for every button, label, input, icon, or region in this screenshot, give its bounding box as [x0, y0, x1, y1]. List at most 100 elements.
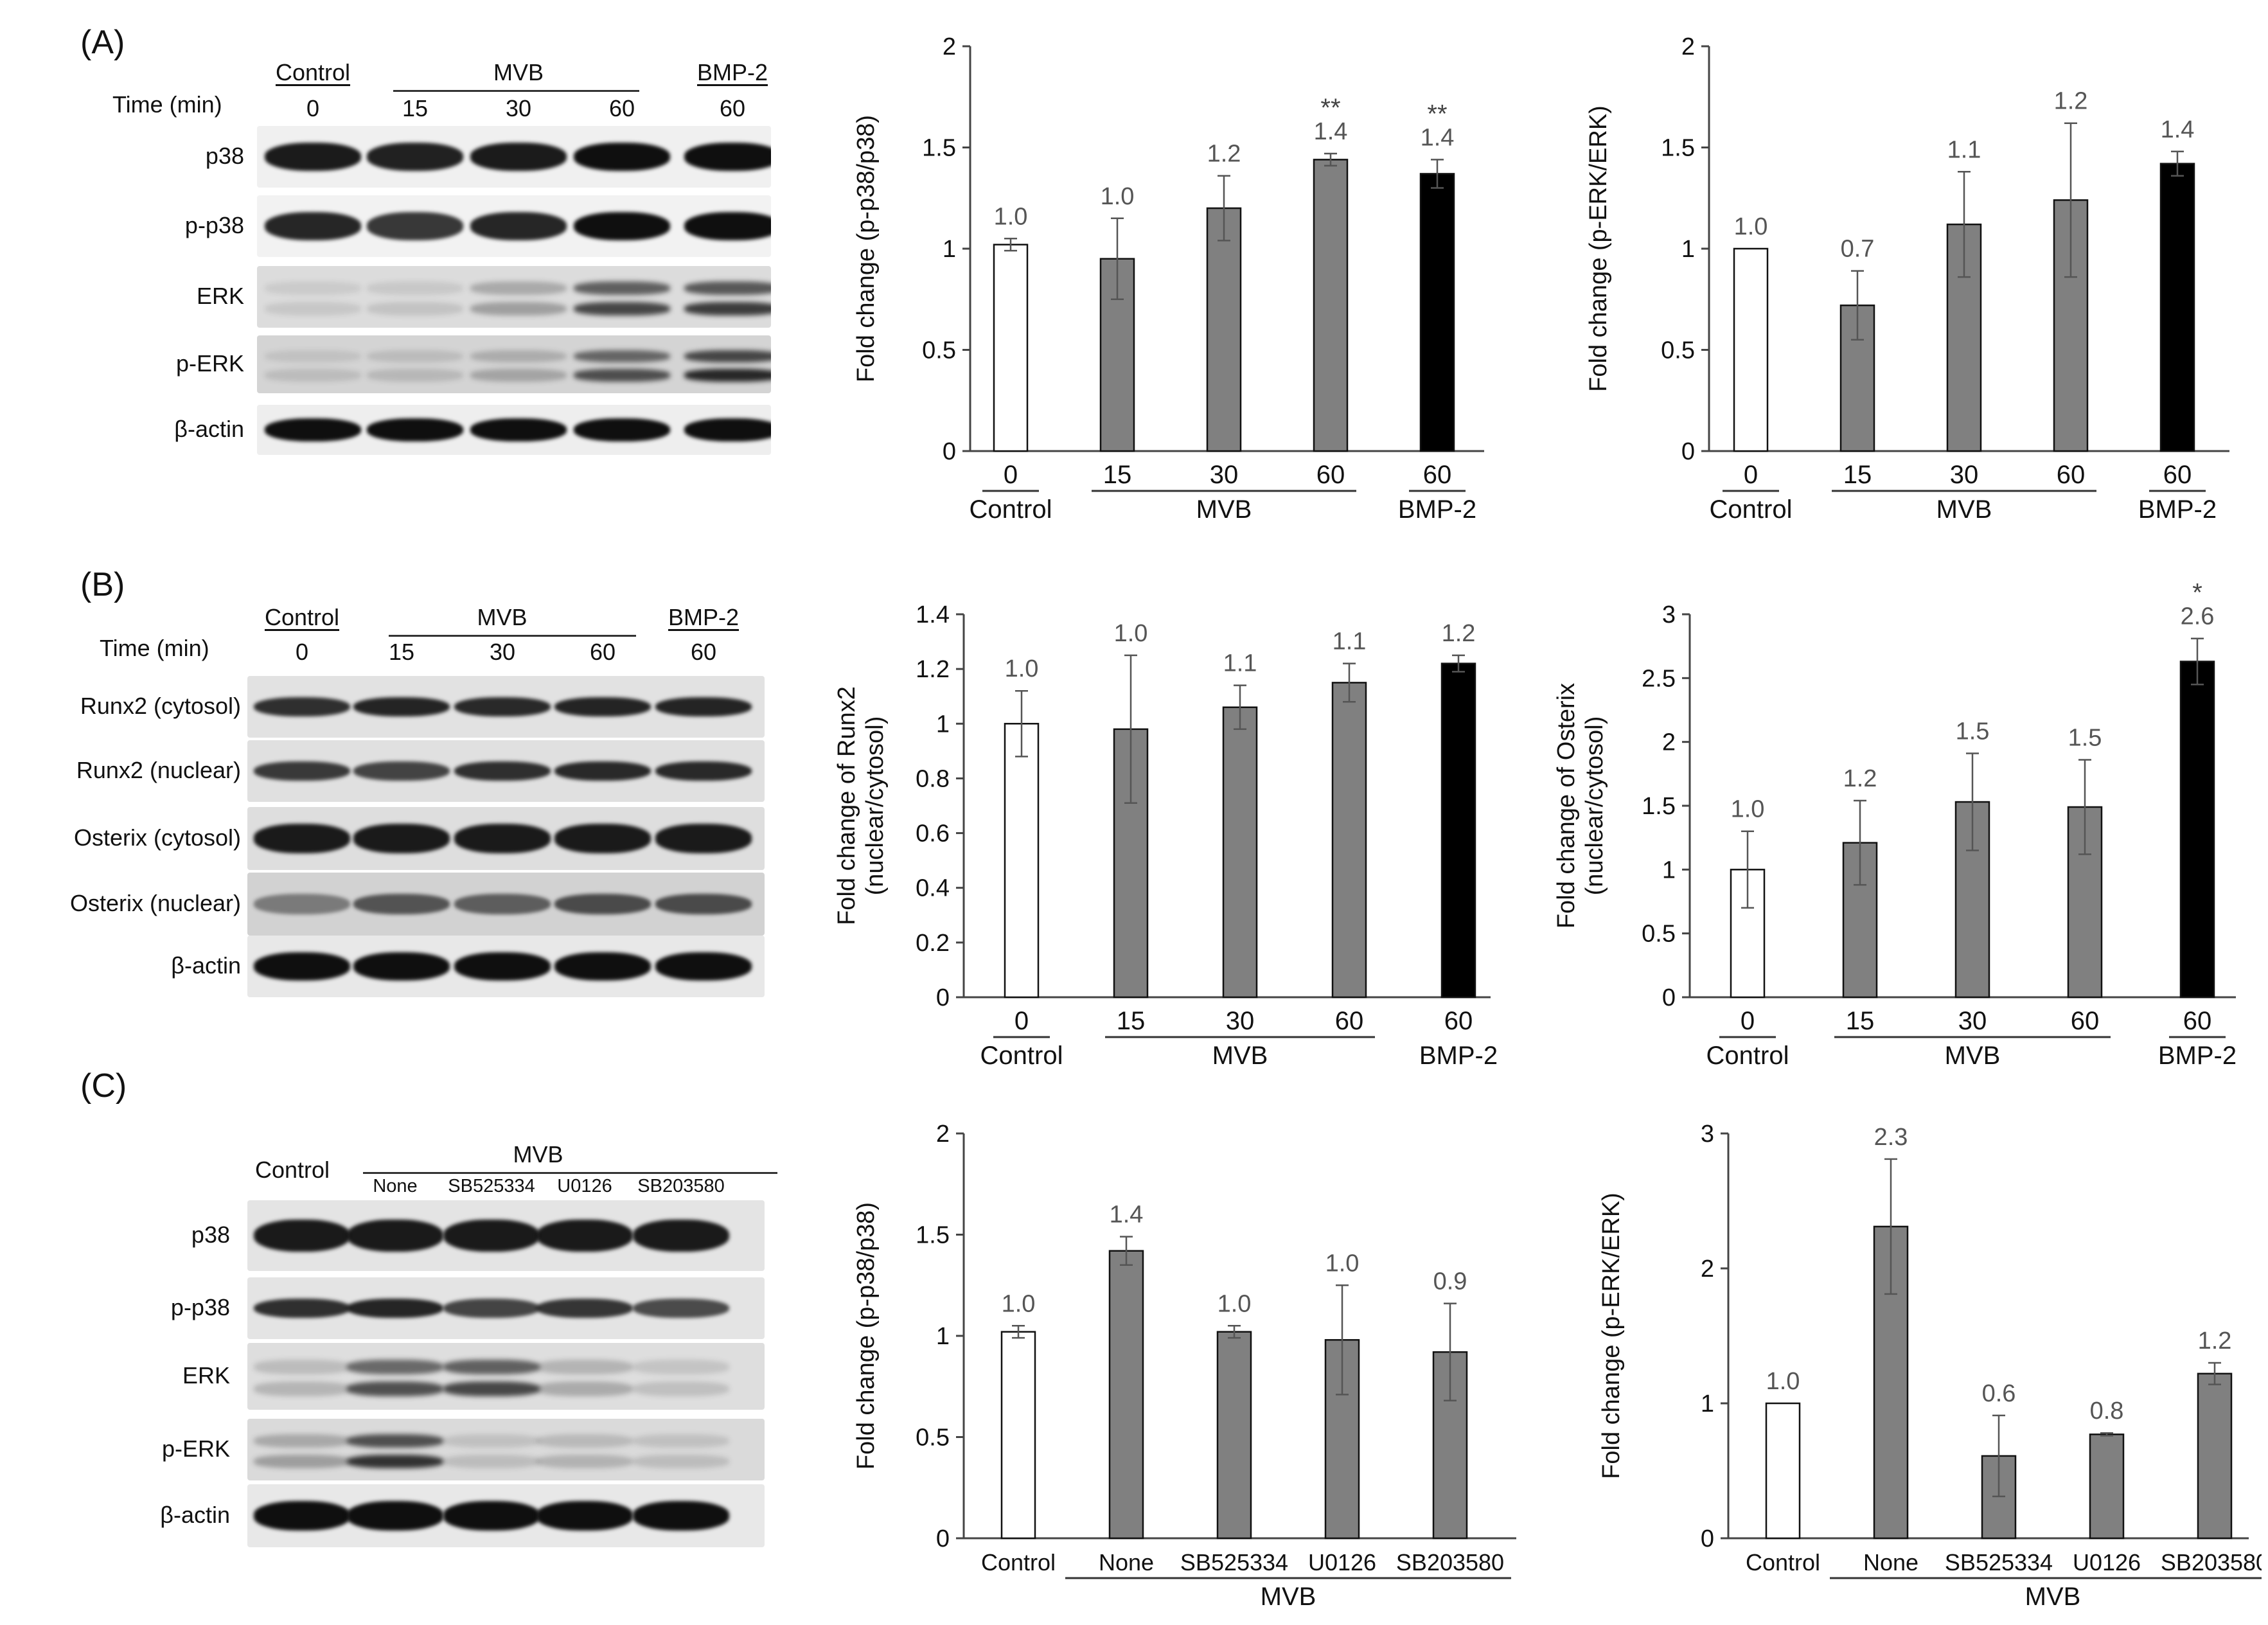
blot-band: [470, 350, 567, 363]
y-tick-label: 0.5: [922, 337, 956, 364]
x-category-label: U0126: [1308, 1549, 1376, 1576]
blot-strip: [257, 405, 771, 455]
blot-band: [353, 761, 450, 781]
x-category-label: 60: [2183, 1007, 2212, 1035]
x-group-label: BMP-2: [2158, 1042, 2237, 1070]
blot-band: [367, 418, 463, 441]
x-group-label: BMP-2: [1398, 495, 1476, 524]
bar: [2089, 1434, 2125, 1540]
y-tick-label: 0: [936, 984, 950, 1011]
blot-band: [536, 1434, 633, 1448]
blot-strip: [257, 195, 771, 257]
lane-label: 0: [306, 95, 320, 121]
y-tick-label: 1: [936, 1323, 950, 1350]
blot-strip: [247, 1200, 765, 1271]
data-label: 2.6: [2181, 603, 2215, 630]
y-axis-title: Fold change (p-p38/p38): [853, 115, 880, 382]
blot-band: [684, 301, 771, 315]
lane-label: 30: [505, 95, 532, 121]
group-bracket-line: [393, 90, 639, 92]
significance-marker: **: [1881, 1118, 1900, 1128]
blot-row-label: β-actin: [160, 1502, 230, 1528]
blot-band: [265, 301, 361, 315]
blot-band: [367, 142, 463, 172]
blot-band: [443, 1454, 540, 1468]
lane-label: 15: [402, 95, 429, 121]
x-group-label: MVB: [1196, 495, 1252, 524]
data-label: 1.0: [1734, 213, 1768, 240]
group-label: BMP-2: [668, 604, 740, 630]
bar: [1331, 682, 1367, 999]
lane-label: 60: [690, 639, 717, 665]
bar: [2179, 661, 2215, 999]
y-axis-title: Fold change (p-ERK/ERK): [1598, 1193, 1625, 1479]
bar: [1730, 869, 1766, 999]
x-category-label: Control: [1746, 1549, 1820, 1576]
data-label: 1.2: [1843, 765, 1877, 792]
y-tick-label: 3: [1662, 601, 1676, 628]
blot-band: [574, 350, 670, 363]
blot-band: [443, 1360, 540, 1374]
blot-band: [684, 418, 771, 441]
blot-band: [470, 369, 567, 382]
blot-band: [536, 1501, 633, 1531]
blot-row-label: Osterix (cytosol): [73, 824, 241, 851]
group-bracket-line: [389, 635, 636, 637]
blot-band: [470, 301, 567, 315]
blot-band: [536, 1360, 633, 1374]
blot-band: [265, 211, 361, 241]
x-category-label: 60: [2163, 461, 2192, 489]
y-tick-label: 0: [936, 1525, 950, 1552]
blot-band: [347, 1501, 443, 1531]
x-category-label: 0: [1744, 461, 1758, 489]
blot-band: [574, 281, 670, 296]
blot-band: [443, 1298, 540, 1319]
blot-band: [254, 1434, 350, 1448]
blot-band: [554, 697, 651, 717]
time-axis-label: Time (min): [100, 635, 209, 661]
data-label: 0.9: [1433, 1268, 1467, 1295]
y-tick-label: 1.5: [1661, 135, 1695, 162]
blot-band: [536, 1219, 633, 1252]
blot-band: [633, 1434, 729, 1448]
bar: [1206, 207, 1242, 452]
x-category-label: 60: [1335, 1007, 1364, 1035]
x-category-label: 30: [1210, 461, 1239, 489]
blot-row-label: Runx2 (nuclear): [76, 757, 241, 783]
blot-band: [470, 418, 567, 441]
blot-band: [265, 281, 361, 296]
y-axis-title: Fold change (p-ERK/ERK): [1585, 105, 1612, 392]
blot-strip: [247, 676, 765, 738]
blot-row-label: p-ERK: [175, 350, 244, 377]
y-tick-label: 2: [1701, 1256, 1714, 1283]
x-category-label: 15: [1103, 461, 1132, 489]
x-group-label: MVB: [2025, 1583, 2081, 1611]
y-tick-label: 2: [943, 33, 956, 60]
blot-band: [454, 761, 551, 781]
lane-label: 60: [719, 95, 746, 121]
blot-band: [655, 952, 752, 981]
blot-band: [633, 1501, 729, 1531]
blot-band: [367, 211, 463, 241]
x-group-label: Control: [970, 495, 1052, 524]
blot-band: [265, 350, 361, 363]
blot-band: [633, 1454, 729, 1468]
bar: [1216, 1331, 1252, 1540]
blot-band: [470, 281, 567, 296]
lane-label: 30: [489, 639, 516, 665]
y-tick-label: 1: [1701, 1390, 1714, 1417]
y-tick-label: 0: [1681, 438, 1695, 465]
group-label: Control: [264, 604, 340, 630]
blot-band: [353, 894, 450, 914]
x-category-label: None: [1863, 1549, 1918, 1576]
y-axis-title: Fold change of Osterix: [1553, 683, 1580, 928]
blot-band: [454, 824, 551, 853]
data-label: 1.2: [1207, 141, 1241, 168]
x-category-label: 0: [1004, 461, 1018, 489]
data-label: 1.1: [1947, 136, 1981, 163]
blot-band: [554, 761, 651, 781]
panel-letter-c: (C): [80, 1067, 127, 1105]
blot-band: [254, 1501, 350, 1531]
y-tick-label: 2: [1662, 729, 1676, 756]
blot-band: [633, 1360, 729, 1374]
